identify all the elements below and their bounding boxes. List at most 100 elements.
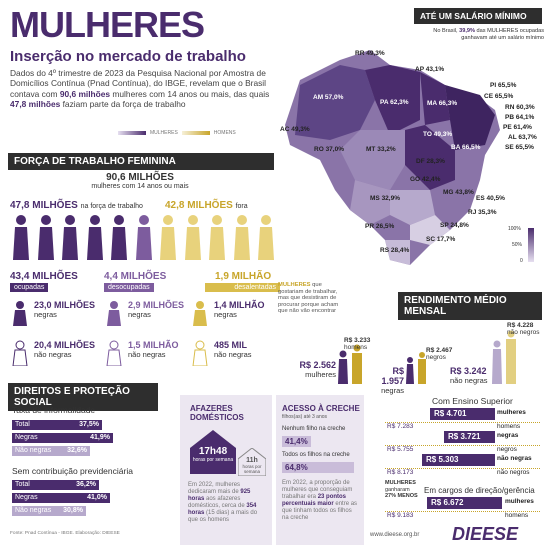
discouraged-note: MULHERES que gostariam de trabalhar, mas… bbox=[278, 282, 339, 315]
woman-icon bbox=[111, 215, 127, 260]
income-women: R$ 2.562 mulheres bbox=[299, 360, 336, 379]
domestic-title: AFAZERES DOMÉSTICOS bbox=[190, 404, 244, 422]
woman-outline-icon bbox=[106, 340, 122, 366]
leader-women-label: mulheres bbox=[505, 498, 534, 505]
daycare-all-label: Todos os filhos na creche bbox=[282, 452, 350, 458]
map-scale-mid: 50% bbox=[512, 242, 523, 248]
state-sp: SP 24,8% bbox=[440, 222, 469, 229]
map-header: ATÉ UM SALÁRIO MÍNIMO bbox=[414, 8, 542, 24]
informality-label: Taxa de informalidade bbox=[12, 405, 96, 415]
woman-icon bbox=[338, 350, 348, 384]
bar-label: Total bbox=[15, 481, 30, 488]
woman-icon bbox=[258, 215, 274, 260]
higher-men-line bbox=[385, 468, 540, 469]
bar-row: Não negras 30,8% bbox=[12, 506, 86, 516]
woman-icon bbox=[107, 301, 121, 326]
higher-women-bar: R$ 4.701 bbox=[430, 408, 495, 420]
informality-bars: Total 37,5% Negras 41,9% Não negras 32,6% bbox=[12, 420, 162, 460]
leader-men-line bbox=[385, 511, 540, 512]
map-note: No Brasil, 39,9% das MULHERES ocupadas ga… bbox=[433, 28, 544, 41]
woman-icon bbox=[160, 215, 176, 260]
woman-icon bbox=[184, 215, 201, 260]
daycare-none-value: 41,4% bbox=[282, 436, 311, 447]
unemployed-value: 4,4 MILHÕES bbox=[104, 271, 167, 282]
bar-label: Negras bbox=[15, 434, 38, 441]
state-am: AM 57,0% bbox=[313, 94, 344, 101]
unemployed-tag: desocupadas bbox=[104, 283, 154, 292]
state-pr: PR 26,5% bbox=[365, 223, 395, 230]
higher-men-line bbox=[385, 445, 540, 446]
income-header: RENDIMENTO MÉDIO MENSAL bbox=[398, 292, 542, 320]
occ-nonblack: 20,4 MILHÕES não negras bbox=[10, 340, 95, 366]
bar-row: Não negras 32,6% bbox=[12, 446, 90, 456]
state-rn: RN 60,3% bbox=[505, 104, 535, 111]
state-to: TO 49,3% bbox=[423, 131, 453, 138]
rights-header: DIREITOS E PROTEÇÃO SOCIAL bbox=[8, 383, 158, 411]
daycare-subtitle: filhos(as) até 3 anos bbox=[282, 414, 328, 420]
woman-icon bbox=[37, 215, 54, 260]
legend: MULHERES HOMENS bbox=[118, 130, 236, 136]
woman-icon bbox=[492, 340, 502, 384]
footer-url[interactable]: www.dieese.org.br bbox=[370, 532, 420, 538]
dis-nonblack: 485 MIL não negras bbox=[190, 340, 252, 366]
map-scale-max: 100% bbox=[508, 226, 521, 232]
bar-label: Negras bbox=[15, 494, 38, 501]
page-title: MULHERES bbox=[10, 4, 205, 45]
dis-black: 1,4 MILHÃO negras bbox=[190, 300, 265, 326]
bar-row: Total 37,5% bbox=[12, 420, 102, 430]
state-df: DF 28,3% bbox=[416, 158, 445, 165]
state-mg: MG 43,8% bbox=[443, 189, 474, 196]
page-subtitle: Inserção no mercado de trabalho bbox=[10, 48, 246, 65]
state-mt: MT 33,2% bbox=[366, 146, 396, 153]
state-ro: RO 37,0% bbox=[314, 146, 344, 153]
leader-women-bar: R$ 6.672 bbox=[427, 497, 502, 509]
state-ba: BA 66,5% bbox=[451, 144, 481, 151]
higher-men-value: R$ 7.283 bbox=[387, 423, 414, 430]
daycare-all-value: 64,8% bbox=[282, 462, 354, 473]
force-total: 90,6 MILHÕES mulheres com 14 anos ou mais bbox=[91, 172, 189, 190]
higher-women-label: mulheres bbox=[497, 409, 526, 416]
state-pa: PA 62,3% bbox=[380, 99, 409, 106]
state-es: ES 40,5% bbox=[476, 195, 505, 202]
daycare-title: ACESSO À CRECHE bbox=[282, 404, 360, 413]
house-small-icon bbox=[238, 448, 266, 476]
income-black: R$ 1.957 negras bbox=[381, 366, 404, 395]
higher-ed-bars: R$ 4.701 mulheres R$ 7.283 homens R$ 3.721 ne… bbox=[385, 408, 540, 478]
force-header: FORÇA DE TRABALHO FEMININA bbox=[8, 153, 274, 170]
state-ap: AP 43,1% bbox=[415, 66, 445, 73]
income-nonblack: R$ 3.242 não negras bbox=[450, 366, 488, 385]
map-scale bbox=[528, 228, 534, 262]
bar-label: Total bbox=[15, 421, 30, 428]
social-security-bars: Total 36,2% Negras 41,0% Não negras 30,8% bbox=[12, 480, 162, 520]
higher-men-line bbox=[385, 422, 540, 423]
man-icon bbox=[352, 344, 362, 384]
woman-icon bbox=[13, 301, 27, 326]
man-icon bbox=[418, 352, 426, 384]
woman-icon bbox=[406, 357, 414, 384]
occ-black: 23,0 MILHÕES negras bbox=[10, 300, 95, 326]
discouraged-tag: desalentadas bbox=[205, 283, 280, 292]
leader-note: MULHERES ganharam 27% MENOS bbox=[385, 480, 418, 499]
state-pi: PI 65,5% bbox=[490, 82, 517, 89]
state-ma: MA 66,3% bbox=[427, 100, 458, 107]
bar-row: Negras 41,9% bbox=[12, 433, 113, 443]
woman-icon bbox=[86, 215, 103, 260]
higher-women-label: negras bbox=[497, 432, 519, 439]
bar-row: Negras 41,0% bbox=[12, 493, 110, 503]
state-al: AL 63,7% bbox=[508, 134, 537, 141]
higher-women-label: não negras bbox=[497, 455, 532, 462]
domestic-women: 17h48 horas por semana bbox=[192, 446, 234, 463]
state-ac: AC 49,3% bbox=[280, 126, 310, 133]
bar-label: Não negras bbox=[15, 507, 52, 514]
higher-women-bar: R$ 3.721 bbox=[444, 431, 495, 443]
higher-men-label: não negros bbox=[497, 469, 530, 476]
woman-icon bbox=[13, 215, 29, 260]
woman-icon bbox=[62, 215, 78, 260]
brazil-map bbox=[285, 50, 500, 265]
house-icon bbox=[190, 430, 236, 474]
bar-label: Não negras bbox=[15, 447, 52, 454]
state-pb: PB 64,1% bbox=[505, 114, 535, 121]
domestic-men: 11h horas por semana bbox=[242, 457, 262, 474]
domestic-text: Em 2022, mulheres dedicaram mais de 925 … bbox=[188, 482, 258, 523]
people-icons bbox=[10, 214, 280, 262]
